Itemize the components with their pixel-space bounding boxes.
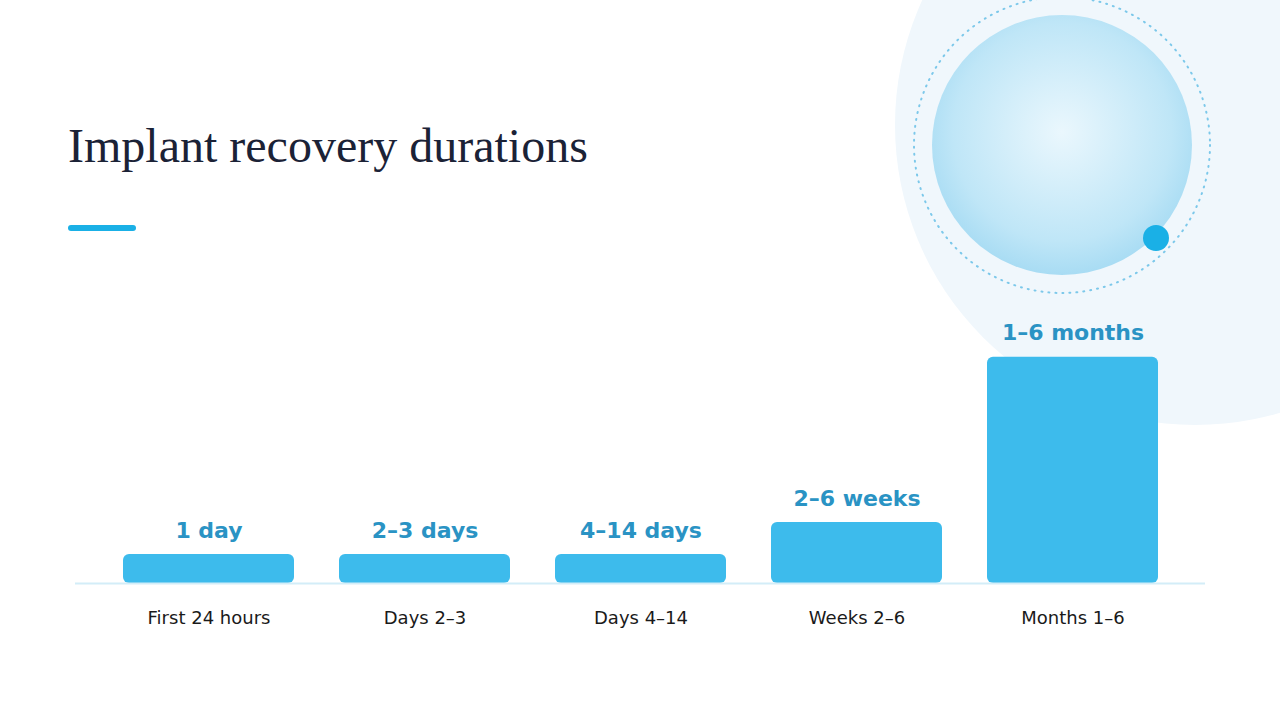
svg-text:First 24 hours: First 24 hours <box>148 607 271 628</box>
svg-text:Days 2–3: Days 2–3 <box>384 607 467 628</box>
svg-text:1–6 months: 1–6 months <box>1002 320 1144 345</box>
svg-text:Weeks 2–6: Weeks 2–6 <box>809 607 905 628</box>
svg-text:1 day: 1 day <box>175 518 242 543</box>
html-text:Implant recovery durations: Implant recovery durations <box>68 119 588 172</box>
svg-text:Months 1–6: Months 1–6 <box>1021 607 1124 628</box>
svg-text:2–3 days: 2–3 days <box>372 518 479 543</box>
svg-text:2–6 weeks: 2–6 weeks <box>793 486 920 511</box>
svg-text:Days 4–14: Days 4–14 <box>594 607 688 628</box>
svg-text:4–14 days: 4–14 days <box>580 518 702 543</box>
